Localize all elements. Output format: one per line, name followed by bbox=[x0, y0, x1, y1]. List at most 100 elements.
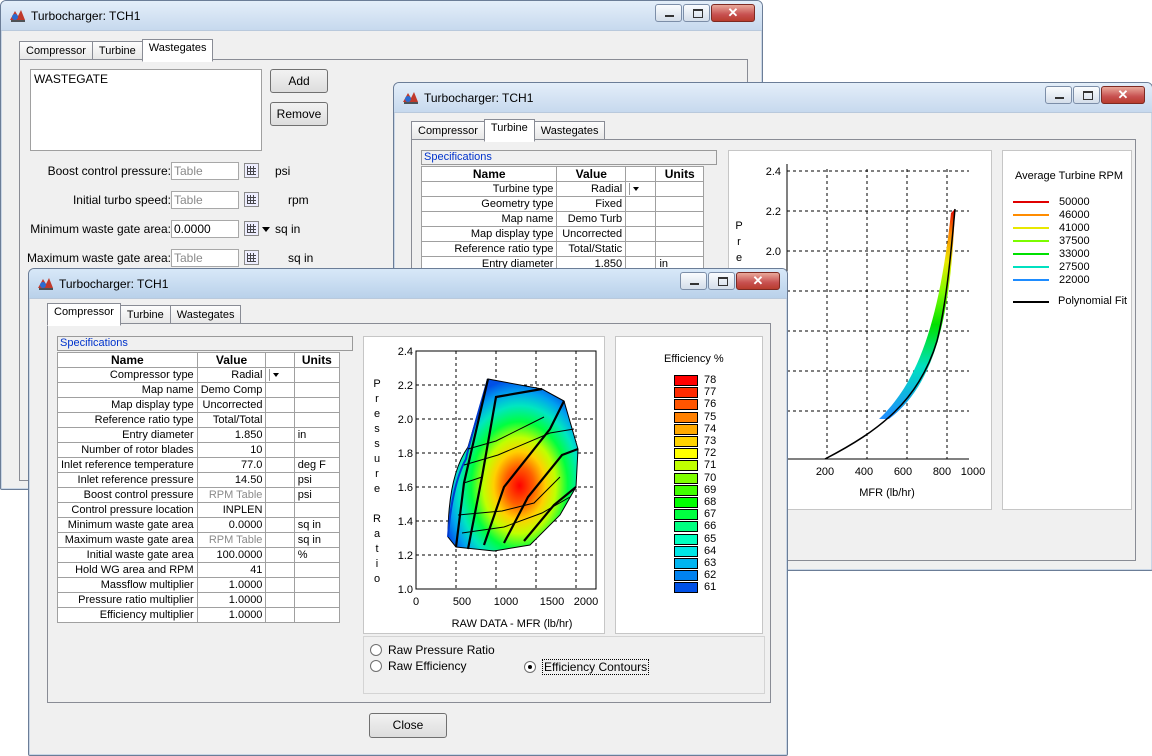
table-row[interactable]: Hold WG area and RPM 41 bbox=[57, 562, 341, 578]
radio-label: Raw Pressure Ratio bbox=[388, 643, 495, 657]
table-row[interactable]: Map name Demo Comp bbox=[57, 382, 341, 398]
row-value[interactable]: Uncorrected bbox=[196, 397, 267, 413]
wastegate-list[interactable]: WASTEGATE bbox=[30, 69, 262, 151]
maximize-button[interactable] bbox=[1073, 86, 1100, 104]
close-window-button[interactable]: ✕ bbox=[736, 272, 780, 290]
row-unit bbox=[293, 562, 341, 578]
radio-option[interactable]: Raw Pressure Ratio bbox=[370, 643, 495, 657]
chevron-down-icon[interactable] bbox=[262, 227, 270, 232]
row-value[interactable]: Total/Total bbox=[196, 412, 267, 428]
table-row[interactable]: Efficiency multiplier 1.0000 bbox=[57, 607, 341, 623]
minimize-button[interactable] bbox=[655, 4, 682, 22]
table-row[interactable]: Pressure ratio multiplier 1.0000 bbox=[57, 592, 341, 608]
row-value[interactable]: 0.0000 bbox=[196, 517, 267, 533]
initial-turbo-speed-label: Initial turbo speed: bbox=[72, 193, 171, 207]
table-row[interactable]: Map name Demo Turb bbox=[420, 211, 704, 227]
tab-compressor[interactable]: Compressor bbox=[19, 41, 93, 61]
tab-turbine[interactable]: Turbine bbox=[119, 305, 171, 325]
row-value[interactable]: 14.50 bbox=[196, 472, 267, 488]
add-button[interactable]: Add bbox=[270, 69, 328, 93]
table-icon[interactable] bbox=[244, 250, 259, 265]
min-waste-gate-area-field[interactable]: 0.0000 bbox=[171, 220, 239, 238]
row-value[interactable]: RPM Table bbox=[196, 487, 267, 503]
tab-wastegates[interactable]: Wastegates bbox=[533, 121, 606, 141]
table-row[interactable]: Map display type Uncorrected bbox=[57, 397, 341, 413]
row-value[interactable]: Demo Turb bbox=[556, 211, 627, 227]
table-icon[interactable] bbox=[244, 221, 259, 236]
row-value[interactable]: Total/Static bbox=[556, 241, 627, 257]
table-row[interactable]: Geometry type Fixed bbox=[420, 196, 704, 212]
initial-turbo-speed-field[interactable]: Table bbox=[171, 191, 239, 209]
radio-button[interactable] bbox=[524, 661, 536, 673]
table-row[interactable]: Initial waste gate area 100.0000% bbox=[57, 547, 341, 563]
title-bar[interactable]: Turbocharger: TCH1 ✕ bbox=[394, 83, 1152, 113]
tab-compressor[interactable]: Compressor bbox=[411, 121, 485, 141]
radio-button[interactable] bbox=[370, 660, 382, 672]
close-button[interactable]: Close bbox=[369, 713, 447, 738]
row-value[interactable]: Uncorrected bbox=[556, 226, 627, 242]
row-value[interactable]: 1.850 bbox=[196, 427, 267, 443]
table-row[interactable]: Maximum waste gate area RPM Table sq in bbox=[57, 532, 341, 548]
chevron-down-icon[interactable] bbox=[269, 369, 282, 382]
row-value[interactable]: 100.0000 bbox=[196, 547, 267, 563]
x-tick-label: 600 bbox=[894, 466, 912, 478]
table-row[interactable]: Number of rotor blades 10 bbox=[57, 442, 341, 458]
boost-control-pressure-field[interactable]: Table bbox=[171, 162, 239, 180]
row-dropdown-cell[interactable] bbox=[265, 367, 295, 383]
minimize-icon bbox=[665, 15, 674, 17]
row-value[interactable]: 1.0000 bbox=[196, 607, 267, 623]
contour-line bbox=[457, 476, 561, 516]
row-value[interactable]: Radial bbox=[556, 181, 627, 197]
close-window-button[interactable]: ✕ bbox=[711, 4, 755, 22]
close-window-button[interactable]: ✕ bbox=[1101, 86, 1145, 104]
row-value[interactable]: 1.0000 bbox=[196, 592, 267, 608]
radio-option[interactable]: Efficiency Contours bbox=[524, 659, 650, 675]
tab-turbine[interactable]: Turbine bbox=[483, 119, 535, 142]
table-row[interactable]: Minimum waste gate area 0.0000 sq in bbox=[57, 517, 341, 533]
row-value[interactable]: Radial bbox=[196, 367, 267, 383]
table-row[interactable]: Boost control pressure RPM Table psi bbox=[57, 487, 341, 503]
table-row[interactable]: Turbine type Radial bbox=[420, 181, 704, 197]
row-value[interactable]: INPLEN bbox=[196, 502, 267, 518]
table-row[interactable]: Entry diameter 1.850 in bbox=[57, 427, 341, 443]
legend-swatch bbox=[674, 509, 698, 521]
table-icon[interactable] bbox=[244, 163, 259, 178]
minimize-button[interactable] bbox=[680, 272, 707, 290]
table-row[interactable]: Map display type Uncorrected bbox=[420, 226, 704, 242]
title-bar[interactable]: Turbocharger: TCH1 ✕ bbox=[1, 1, 762, 31]
table-row[interactable]: Inlet reference pressure 14.50 psi bbox=[57, 472, 341, 488]
tab-turbine[interactable]: Turbine bbox=[91, 41, 143, 61]
table-row[interactable]: Reference ratio type Total/Static bbox=[420, 241, 704, 257]
minimize-button[interactable] bbox=[1045, 86, 1072, 104]
legend-swatch bbox=[674, 411, 698, 423]
list-item[interactable]: WASTEGATE bbox=[34, 72, 109, 86]
table-row[interactable]: Reference ratio type Total/Total bbox=[57, 412, 341, 428]
table-icon[interactable] bbox=[244, 192, 259, 207]
row-value[interactable]: Demo Comp bbox=[196, 382, 267, 398]
table-row[interactable]: Massflow multiplier 1.0000 bbox=[57, 577, 341, 593]
table-row[interactable]: Control pressure location INPLEN bbox=[57, 502, 341, 518]
row-value[interactable]: 1.0000 bbox=[196, 577, 267, 593]
chevron-down-icon[interactable] bbox=[629, 183, 642, 196]
legend-swatch bbox=[674, 448, 698, 460]
row-dropdown-cell bbox=[265, 607, 295, 623]
remove-button[interactable]: Remove bbox=[270, 102, 328, 126]
table-row[interactable]: Inlet reference temperature 77.0 deg F bbox=[57, 457, 341, 473]
title-bar[interactable]: Turbocharger: TCH1 ✕ bbox=[29, 269, 787, 299]
row-value[interactable]: RPM Table bbox=[196, 532, 267, 548]
row-dropdown-cell[interactable] bbox=[625, 181, 657, 197]
table-row[interactable]: Compressor type Radial bbox=[57, 367, 341, 383]
row-value[interactable]: 77.0 bbox=[196, 457, 267, 473]
tab-wastegates[interactable]: Wastegates bbox=[169, 305, 242, 325]
maximize-button[interactable] bbox=[683, 4, 710, 22]
max-waste-gate-area-field[interactable]: Table bbox=[171, 249, 239, 267]
row-value[interactable]: 41 bbox=[196, 562, 267, 578]
radio-button[interactable] bbox=[370, 644, 382, 656]
maximize-button[interactable] bbox=[708, 272, 735, 290]
tab-compressor[interactable]: Compressor bbox=[47, 303, 121, 326]
row-value[interactable]: Fixed bbox=[556, 196, 627, 212]
row-value[interactable]: 10 bbox=[196, 442, 267, 458]
tab-wastegates[interactable]: Wastegates bbox=[141, 39, 214, 62]
radio-option[interactable]: Raw Efficiency bbox=[370, 659, 466, 673]
